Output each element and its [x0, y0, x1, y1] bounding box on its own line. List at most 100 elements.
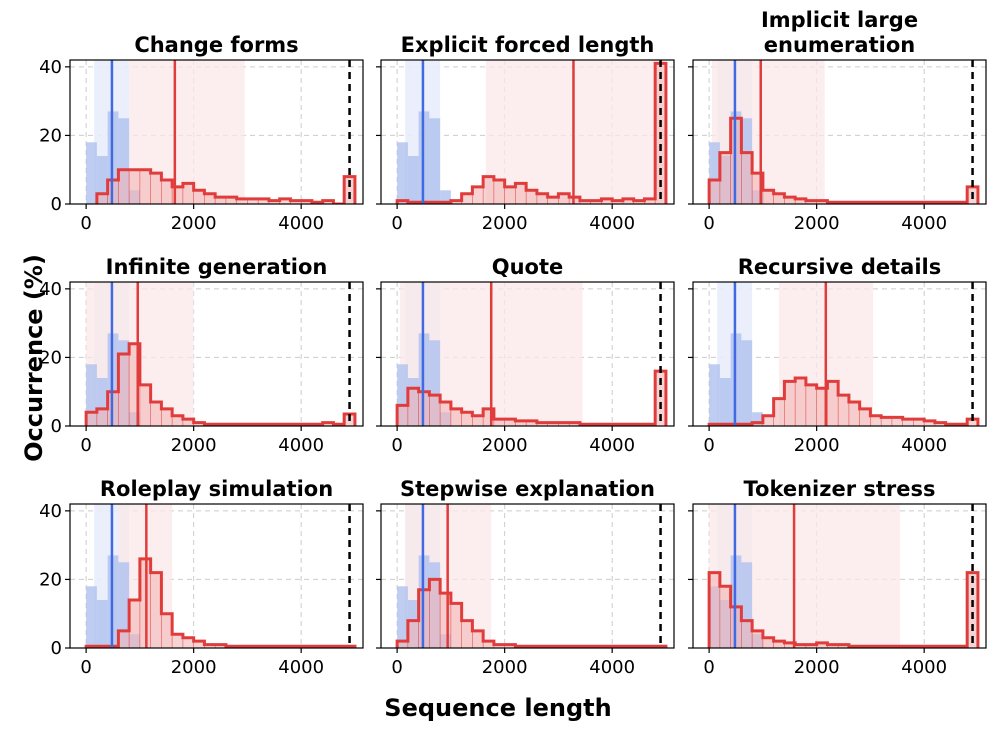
y-tick-label: 40 [39, 279, 62, 300]
baseline-bar [397, 586, 408, 648]
attack-bar [407, 620, 419, 648]
attack-bar [171, 633, 184, 648]
panel-4: 0 2000 4000 0 20 40 Infinite generation [39, 255, 364, 456]
plot-area [70, 60, 363, 204]
x-tick-label: 0 [80, 657, 91, 678]
panel-frame [692, 503, 987, 649]
attack-bar [118, 353, 130, 426]
y-tick-label: 20 [39, 347, 62, 368]
attack-bar [161, 179, 173, 204]
y-tick-label: 0 [51, 638, 62, 659]
attack-bar [762, 637, 774, 648]
attack-bar [762, 415, 774, 426]
attack-step-outline [395, 61, 668, 204]
attack-bar [396, 405, 409, 426]
attack-bar [439, 401, 452, 426]
attack-bar [128, 599, 141, 648]
attack-bar [204, 193, 216, 204]
baseline-bar [86, 364, 97, 426]
attack-step-outline [707, 571, 980, 648]
attack-bar [461, 620, 473, 648]
attack-bar [96, 193, 108, 204]
y-tick-label: 20 [39, 125, 62, 146]
baseline-bar [397, 142, 408, 204]
attack-bar [805, 384, 817, 426]
x-tick-label: 4000 [901, 435, 947, 456]
panel-1: 0 2000 4000 0 20 40 Change forms [39, 33, 364, 234]
baseline-bar [741, 562, 753, 648]
attack-bar [558, 193, 570, 204]
panel-title: enumeration [764, 33, 915, 57]
attack-bar [450, 408, 462, 426]
attack-bar [429, 579, 441, 648]
y-tick-label: 40 [39, 57, 62, 78]
attack-bar [407, 387, 419, 426]
attack-bar [741, 620, 753, 648]
x-tick-label: 2000 [482, 435, 528, 456]
panel-frame [692, 281, 987, 427]
baseline-bar [709, 364, 720, 426]
panel-frame [69, 503, 364, 649]
attack-bar [472, 630, 484, 648]
plot-area [693, 60, 986, 204]
baseline-bar [118, 118, 130, 204]
attack-bar [128, 169, 141, 204]
plot-area [693, 282, 986, 426]
panel-6: 0 2000 4000 Recursive details [688, 255, 987, 456]
baseline-bar [86, 142, 97, 204]
attack-step-outline [95, 168, 357, 204]
attack-bar [85, 411, 98, 426]
attack-bar [741, 152, 753, 204]
attack-bar [859, 408, 871, 426]
attack-bar [848, 401, 860, 426]
panel-title: Change forms [134, 33, 298, 57]
x-tick-label: 4000 [278, 435, 324, 456]
x-tick-label: 0 [391, 213, 402, 234]
x-tick-label: 0 [703, 213, 714, 234]
attack-bar [139, 384, 151, 426]
panel-title: Roleplay simulation [100, 477, 333, 501]
attack-step-outline [707, 116, 980, 204]
attack-bar [171, 415, 184, 426]
x-tick-label: 2000 [794, 213, 840, 234]
attack-bar [515, 183, 527, 204]
panel-frame [380, 503, 675, 649]
x-tick-label: 4000 [901, 657, 947, 678]
attack-step-outline [84, 342, 357, 426]
x-tick-label: 2000 [482, 657, 528, 678]
panel-5: 0 2000 4000 Quote [376, 255, 675, 456]
plot-area [70, 504, 363, 648]
y-tick-label: 20 [39, 569, 62, 590]
x-tick-label: 0 [80, 435, 91, 456]
attack-bar [472, 415, 484, 426]
attack-bar [751, 630, 764, 648]
attack-bar [193, 189, 205, 204]
baseline-bar [741, 340, 753, 426]
attack-bar [439, 592, 452, 648]
panel-title: Infinite generation [106, 255, 328, 279]
plot-area [693, 504, 986, 648]
x-tick-label: 2000 [794, 657, 840, 678]
x-tick-label: 4000 [901, 213, 947, 234]
panel-frame [69, 281, 364, 427]
attack-bar [161, 613, 173, 648]
attack-bar [161, 408, 173, 426]
attack-bar [150, 572, 162, 648]
baseline-bar [719, 378, 731, 426]
x-tick-label: 4000 [589, 435, 635, 456]
attack-bar [182, 183, 194, 204]
plot-area [70, 282, 363, 426]
attack-bar [139, 169, 151, 204]
attack-step-outline [84, 557, 357, 648]
baseline-bar [709, 142, 720, 204]
attack-bar [150, 172, 162, 204]
baseline-bar [86, 586, 97, 648]
attack-bar [461, 193, 473, 204]
panel-title: Explicit forced length [401, 33, 655, 57]
attack-bar [719, 585, 731, 648]
baseline-bar [429, 118, 441, 204]
baseline-bar [397, 364, 408, 426]
attack-step-outline [395, 577, 668, 648]
x-tick-label: 0 [703, 435, 714, 456]
